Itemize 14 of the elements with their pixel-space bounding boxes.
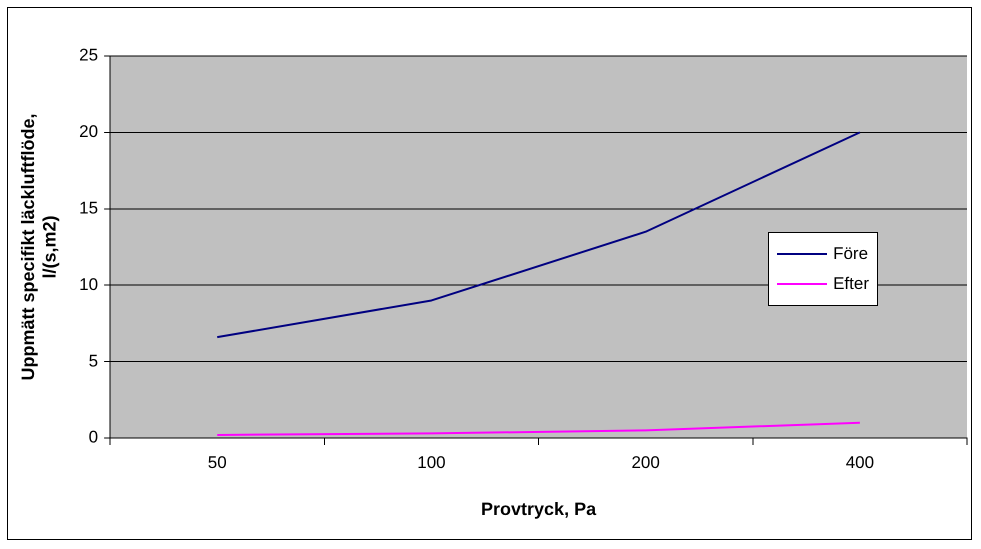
y-tick-label: 10 (79, 274, 98, 294)
y-tick-label: 5 (88, 351, 98, 370)
y-tick-label: 15 (79, 198, 98, 218)
x-tick-label: 200 (631, 452, 660, 472)
y-tick-label: 20 (79, 122, 98, 142)
y-axis-title: Uppmätt specifikt läckluftflöde, l/(s,m2) (18, 113, 60, 381)
y-tick-label: 25 (79, 46, 98, 65)
x-tick-label: 100 (417, 452, 446, 472)
x-tick-label: 400 (846, 452, 874, 472)
x-axis-title: Provtryck, Pa (481, 499, 598, 520)
legend-label: Efter (833, 274, 869, 294)
legend-label: Före (833, 244, 868, 264)
x-tick-label: 50 (208, 452, 227, 472)
y-tick-label: 0 (88, 428, 98, 447)
